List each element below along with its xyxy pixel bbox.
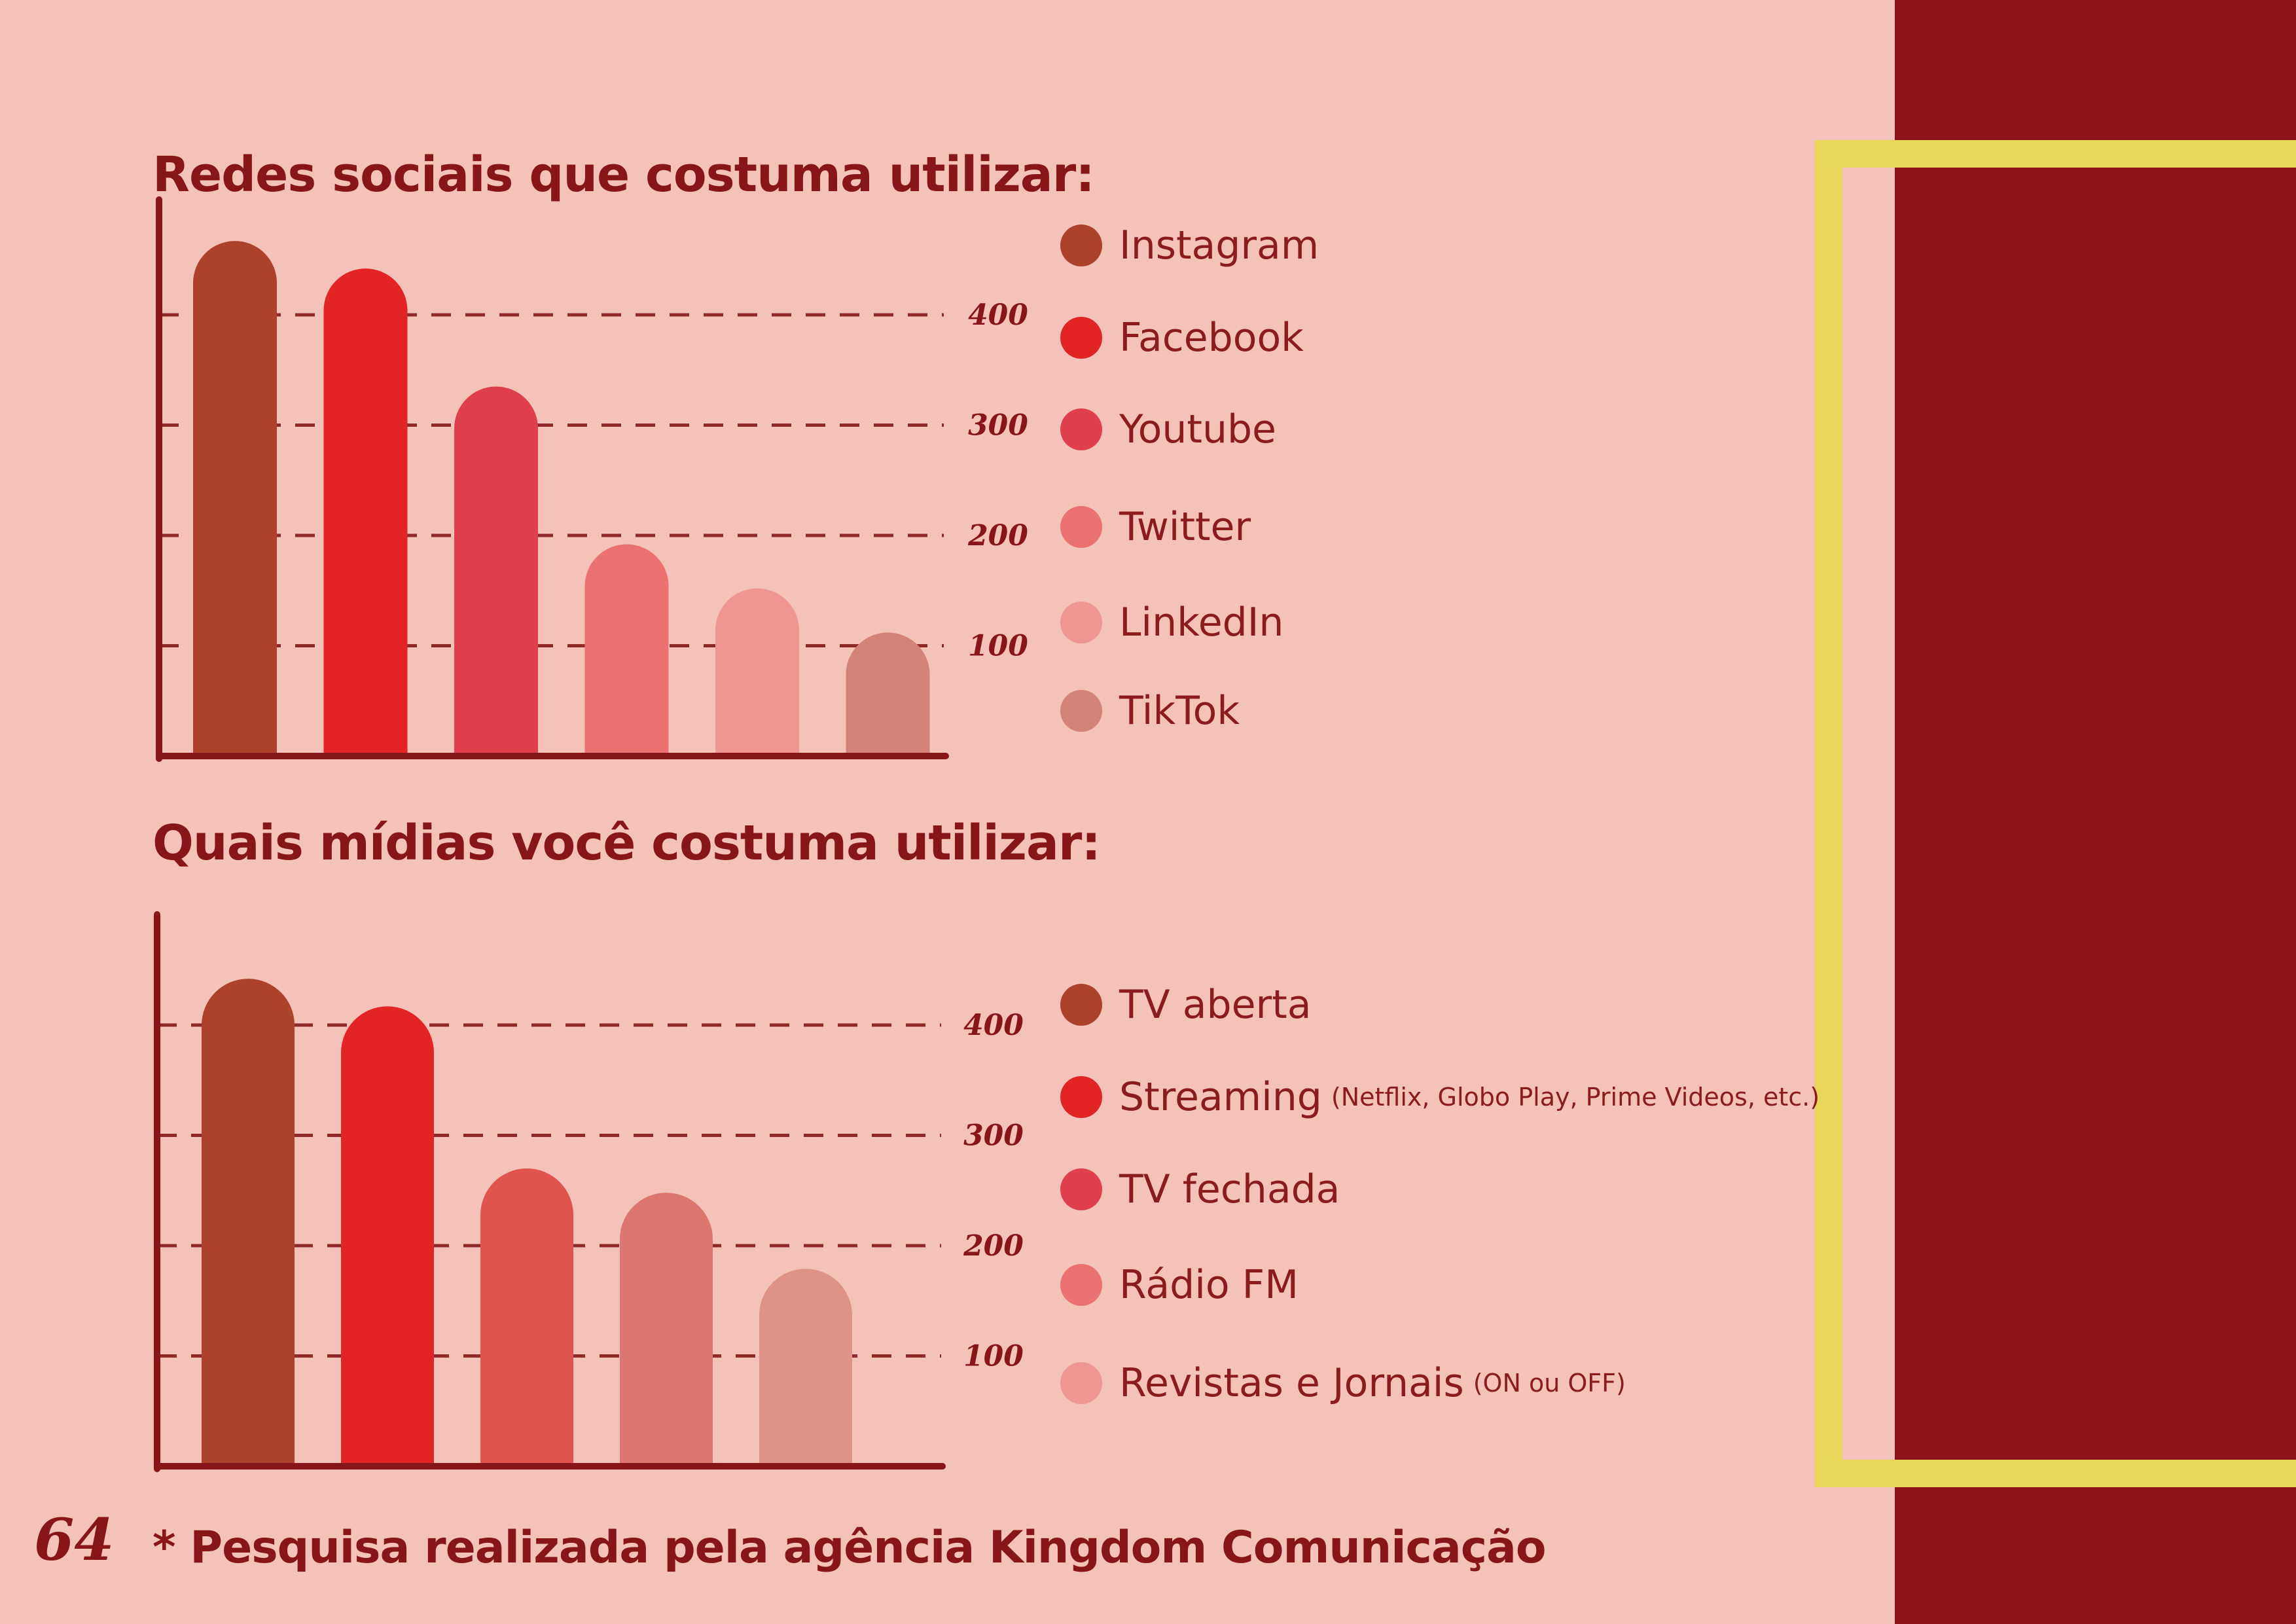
legend-label: Streaming	[1119, 1074, 1322, 1120]
legend-label: TV fechada	[1119, 1166, 1340, 1212]
panel-inner	[1895, 168, 2296, 1460]
chart-2-bar-tv-aberta	[202, 979, 295, 1466]
legend-swatch	[1060, 1076, 1102, 1118]
chart-1-tick-label: 200	[967, 519, 1028, 552]
chart-1-tick-label: 400	[968, 298, 1028, 332]
legend-label: Facebook	[1119, 315, 1304, 361]
legend-swatch	[1060, 1362, 1102, 1404]
yellow-frame	[1815, 140, 2296, 1487]
legend-item: Instagram	[1060, 223, 1319, 268]
chart-1-bar-instagram	[193, 241, 277, 757]
legend-swatch	[1060, 506, 1102, 548]
legend-swatch	[1060, 690, 1102, 732]
legend-swatch	[1060, 317, 1102, 359]
legend-item: Twitter	[1060, 504, 1251, 550]
legend-item: Streaming (Netflix, Globo Play, Prime Vid…	[1060, 1074, 1820, 1120]
chart-1-bar-linkedin	[715, 588, 799, 756]
chart-1-bar-tiktok	[846, 632, 930, 756]
legend-swatch	[1060, 1168, 1102, 1210]
chart-1-bar-youtube	[454, 386, 538, 756]
legend-note: (ON ou OFF)	[1473, 1369, 1626, 1398]
legend-item: LinkedIn	[1060, 600, 1283, 645]
chart-2-bar-r-dio-fm	[620, 1193, 713, 1466]
legend-item: TV fechada	[1060, 1166, 1340, 1212]
chart-1-title: Redes sociais que costuma utilizar:	[152, 147, 1095, 203]
legend-label: LinkedIn	[1119, 600, 1284, 645]
legend-swatch	[1060, 225, 1102, 266]
legend-label: Youtube	[1119, 406, 1276, 452]
legend-swatch	[1060, 984, 1102, 1026]
charts-svg: 100 200 300 400 100 200 300 400	[154, 196, 1028, 1472]
chart-2-tick-label: 400	[963, 1009, 1024, 1042]
legend-label: Instagram	[1119, 223, 1319, 268]
chart-1-tick-label: 300	[968, 409, 1028, 442]
legend-item: TikTok	[1060, 688, 1240, 734]
chart-2-tick-label: 100	[963, 1340, 1024, 1373]
chart-1-bar-facebook	[323, 268, 408, 757]
chart-2-bar-revistas-e-jornais	[759, 1269, 852, 1466]
chart-2-title: Quais mídias você costuma utilizar:	[152, 815, 1101, 871]
frame-inner	[1842, 168, 2296, 1460]
legend-swatch	[1060, 1264, 1102, 1306]
chart-2-bar-streaming	[341, 1006, 434, 1466]
legend-item: Youtube	[1060, 406, 1276, 452]
legend-note: (Netflix, Globo Play, Prime Videos, etc.…	[1331, 1083, 1820, 1111]
legend-swatch	[1060, 602, 1102, 643]
legend-item: Rádio FM	[1060, 1262, 1299, 1308]
legend-item: Facebook	[1060, 315, 1304, 361]
chart-2-tick-label: 200	[963, 1229, 1024, 1263]
legend-swatch	[1060, 408, 1102, 450]
legend-item: Revistas e Jornais (ON ou OFF)	[1060, 1360, 1626, 1406]
legend-label: Rádio FM	[1119, 1262, 1299, 1308]
legend-item: TV aberta	[1060, 982, 1312, 1028]
page-number: 64	[34, 1506, 115, 1574]
legend-label: Revistas e Jornais	[1119, 1360, 1464, 1406]
chart-1-tick-label: 100	[968, 630, 1028, 663]
chart-1-bar-twitter	[584, 544, 669, 756]
legend-label: TV aberta	[1119, 982, 1312, 1028]
footnote: * Pesquisa realizada pela agência Kingdo…	[152, 1522, 1547, 1574]
legend-label: Twitter	[1119, 504, 1251, 550]
chart-2-tick-label: 300	[963, 1119, 1024, 1153]
chart-2-bar-tv-fechada	[480, 1168, 573, 1466]
legend-label: TikTok	[1119, 688, 1240, 734]
